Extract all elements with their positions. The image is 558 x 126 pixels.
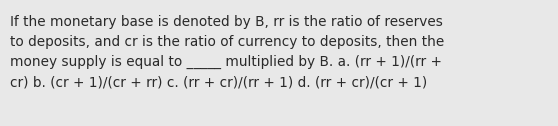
Text: If the monetary base is denoted by B, rr is the ratio of reserves
to deposits, a: If the monetary base is denoted by B, rr…	[10, 15, 444, 89]
